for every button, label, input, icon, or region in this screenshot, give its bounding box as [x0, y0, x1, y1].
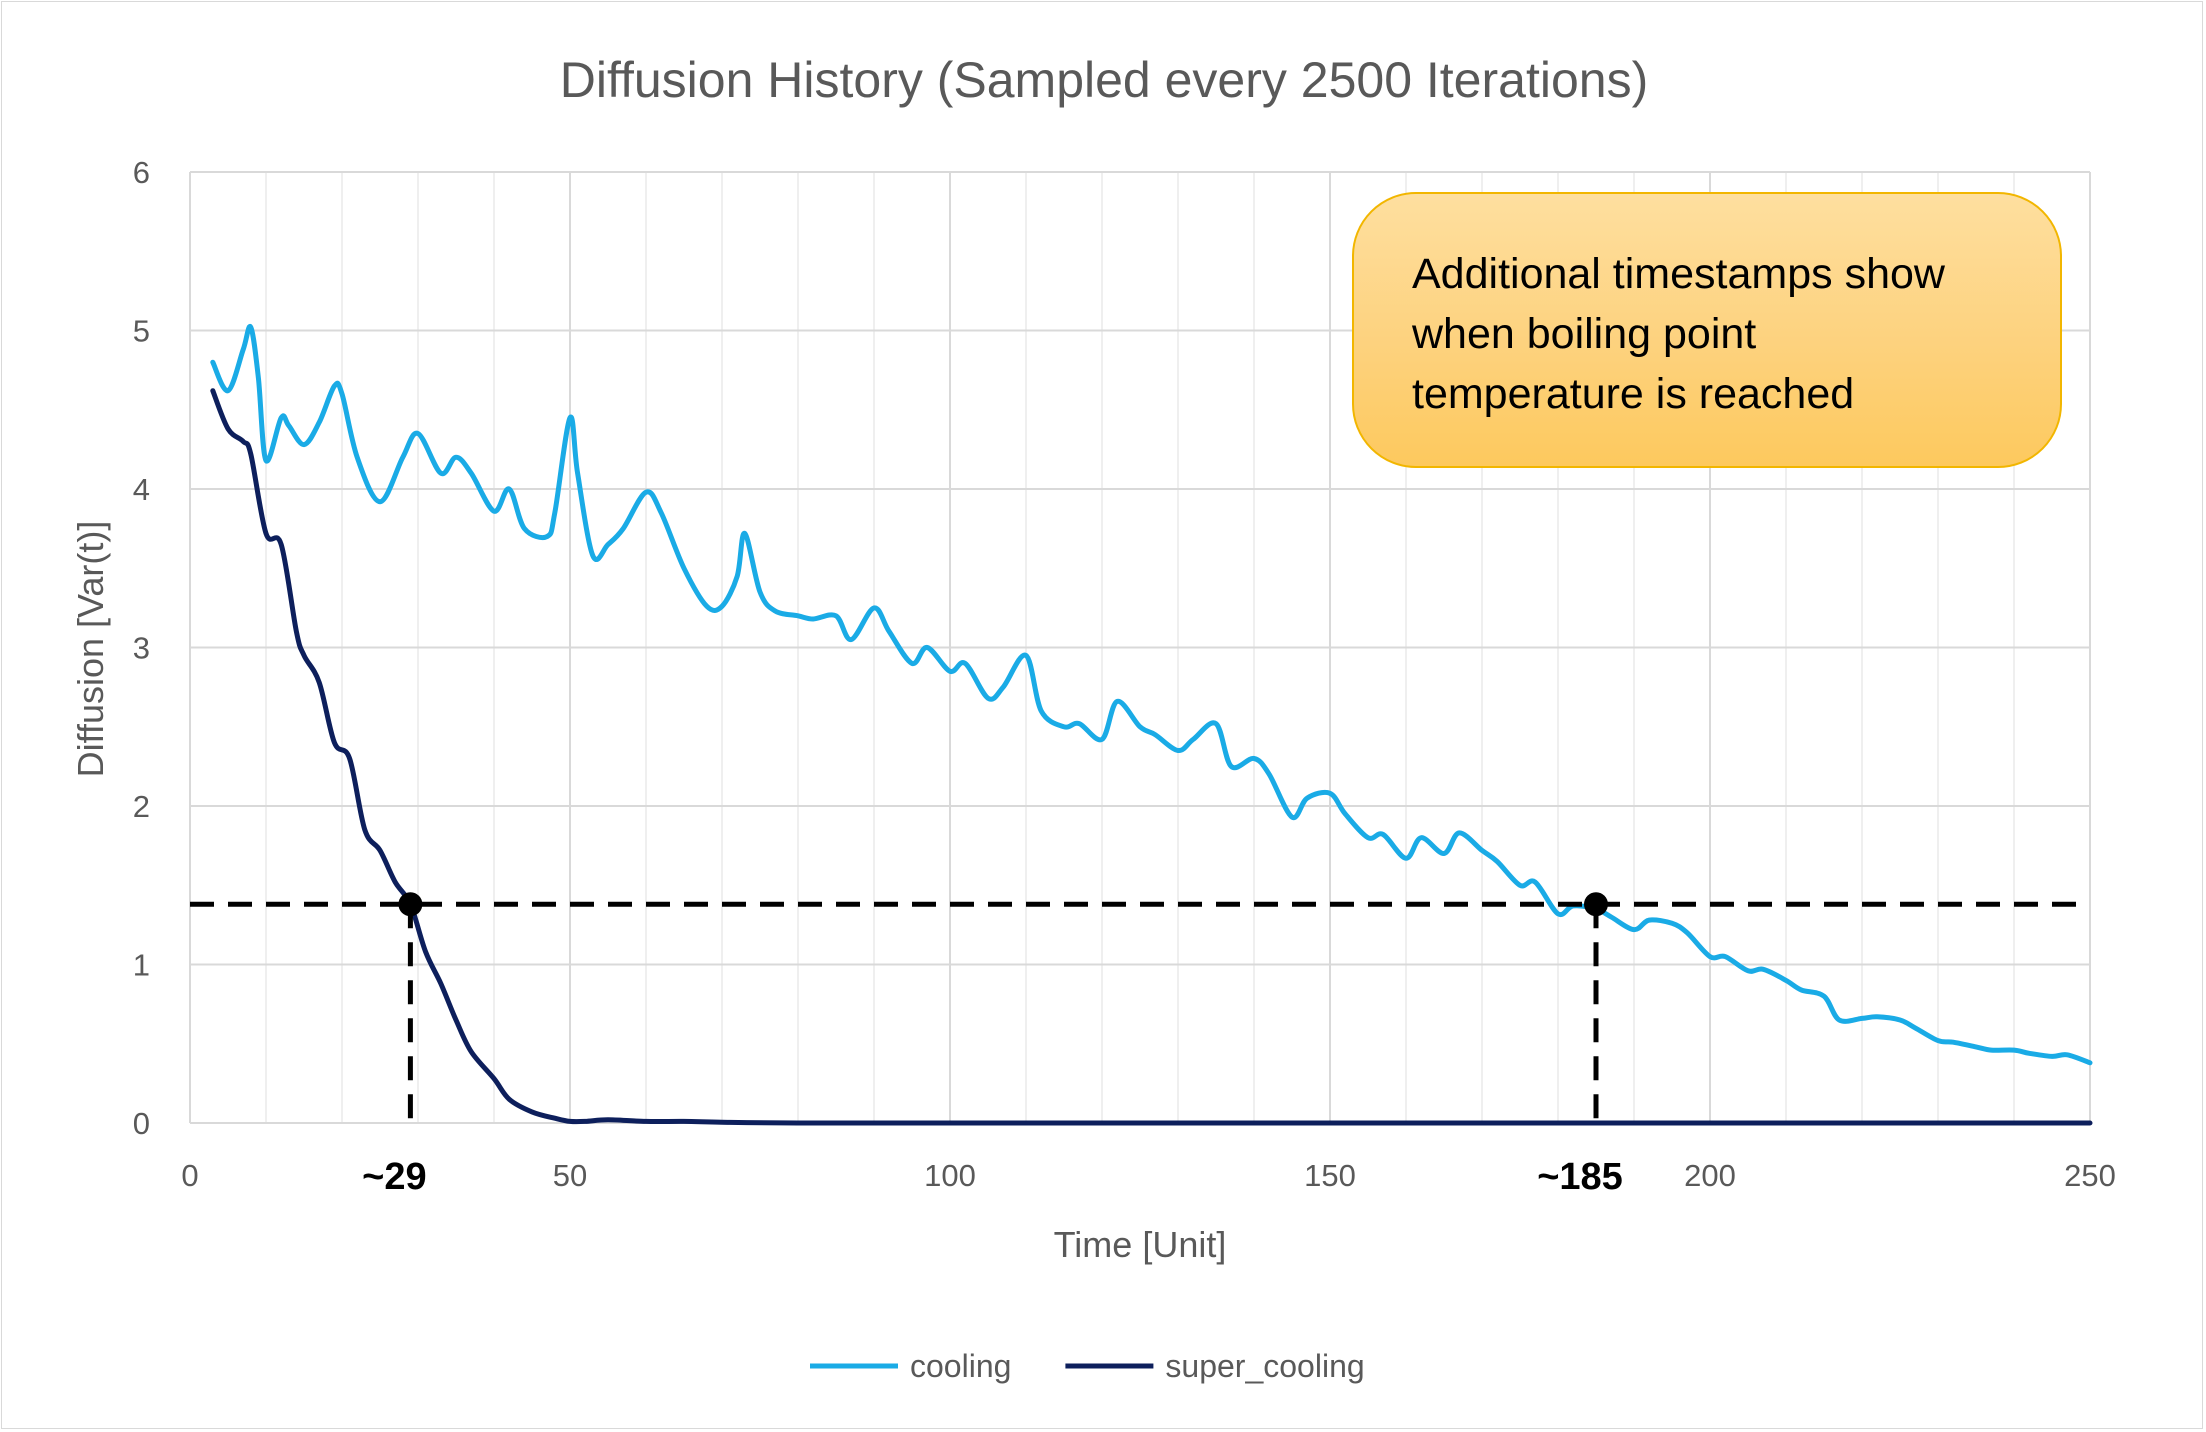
- chart-title: Diffusion History (Sampled every 2500 It…: [560, 52, 1648, 108]
- x-tick-label: 0: [181, 1158, 198, 1193]
- marker-label: ~29: [362, 1156, 426, 1198]
- x-axis-title: Time [Unit]: [1054, 1224, 1227, 1265]
- annotation-line: temperature is reached: [1412, 370, 1855, 418]
- y-tick-label: 1: [133, 948, 150, 983]
- marker-dot: [398, 892, 423, 917]
- tick-layer: 0 50 100 150 200 250 0 1 2 3 4 5 6: [133, 155, 2116, 1193]
- annotation-line: when boiling point: [1412, 310, 1757, 358]
- series-line-cooling: [210, 323, 2093, 1066]
- x-tick-label: 150: [1304, 1158, 1356, 1193]
- series-layer: [210, 323, 2093, 1126]
- legend: cooling super_cooling: [810, 1348, 1365, 1384]
- annotation-line: Additional timestamps show: [1412, 250, 1945, 298]
- y-tick-label: 2: [133, 789, 150, 824]
- y-axis-title: Diffusion [Var(t)]: [70, 521, 111, 778]
- y-tick-label: 0: [133, 1106, 150, 1141]
- series-line-super-cooling: [210, 388, 2093, 1126]
- x-tick-label: 200: [1684, 1158, 1736, 1193]
- marker-dot: [1584, 892, 1608, 917]
- x-tick-label: 100: [924, 1158, 976, 1193]
- guide-layer: ~29 ~185: [190, 892, 2090, 1198]
- x-tick-label: 250: [2064, 1158, 2116, 1193]
- legend-label-super-cooling: super_cooling: [1165, 1348, 1364, 1384]
- marker-label: ~185: [1537, 1156, 1623, 1198]
- y-tick-label: 6: [133, 155, 150, 190]
- x-tick-label: 50: [553, 1158, 587, 1193]
- y-tick-label: 5: [133, 314, 150, 349]
- legend-label-cooling: cooling: [910, 1348, 1011, 1384]
- y-tick-label: 3: [133, 631, 150, 666]
- y-tick-label: 4: [133, 472, 150, 507]
- annotation-callout: Additional timestamps show when boiling …: [1352, 192, 2062, 468]
